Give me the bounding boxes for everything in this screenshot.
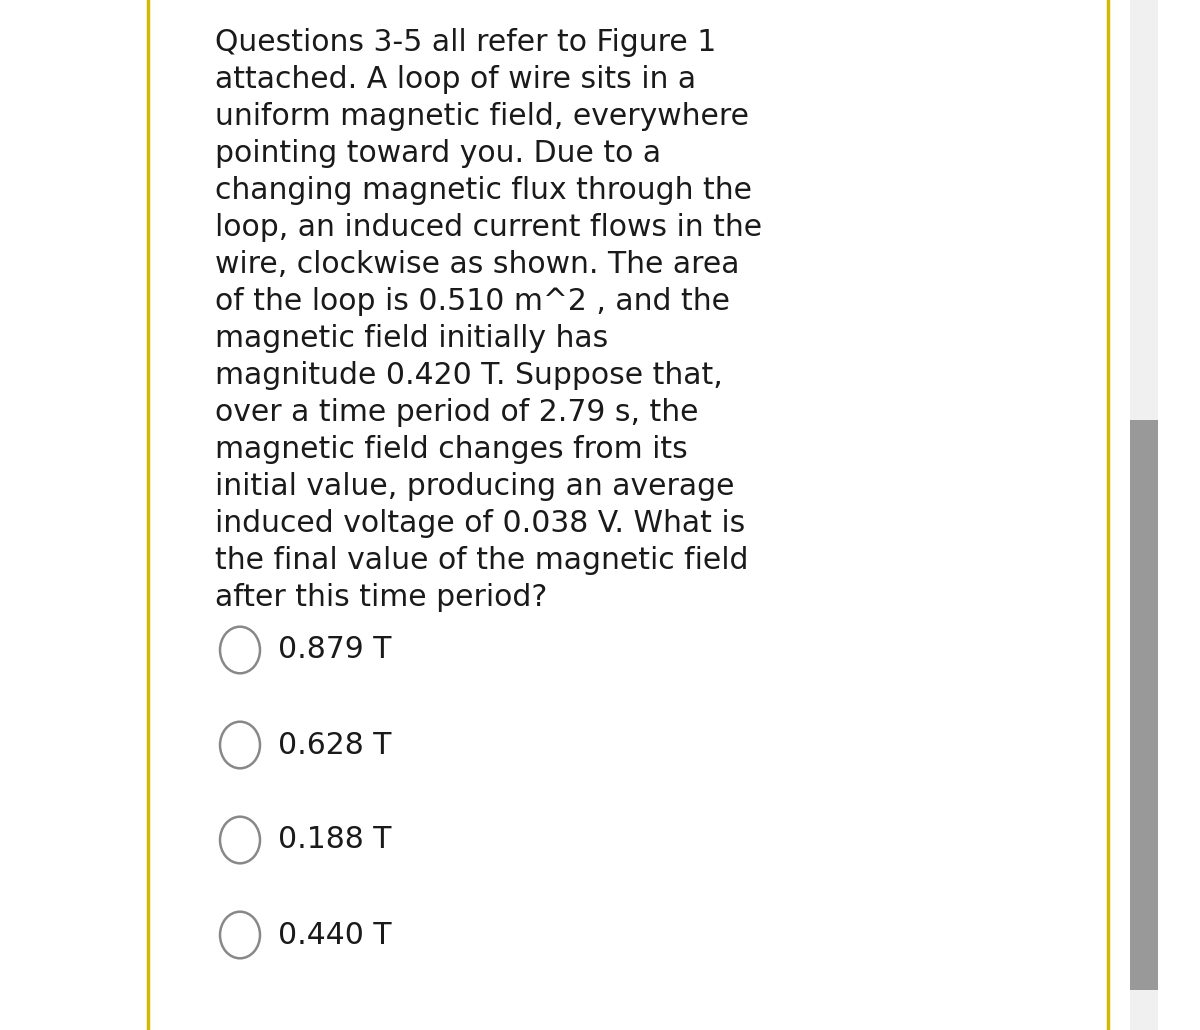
Text: of the loop is 0.510 m^2 , and the: of the loop is 0.510 m^2 , and the bbox=[215, 287, 730, 316]
Text: magnitude 0.420 T. Suppose that,: magnitude 0.420 T. Suppose that, bbox=[215, 360, 722, 390]
Text: 0.879 T: 0.879 T bbox=[278, 636, 391, 664]
Text: 0.440 T: 0.440 T bbox=[278, 921, 391, 950]
Text: induced voltage of 0.038 V. What is: induced voltage of 0.038 V. What is bbox=[215, 509, 745, 538]
Text: magnetic field initially has: magnetic field initially has bbox=[215, 324, 608, 353]
Text: pointing toward you. Due to a: pointing toward you. Due to a bbox=[215, 139, 661, 168]
Ellipse shape bbox=[220, 626, 260, 674]
Text: 0.628 T: 0.628 T bbox=[278, 730, 391, 759]
Ellipse shape bbox=[220, 912, 260, 958]
Text: changing magnetic flux through the: changing magnetic flux through the bbox=[215, 176, 752, 205]
Text: initial value, producing an average: initial value, producing an average bbox=[215, 472, 734, 501]
Text: loop, an induced current flows in the: loop, an induced current flows in the bbox=[215, 213, 762, 242]
Bar bbox=[1130, 420, 1158, 990]
Text: attached. A loop of wire sits in a: attached. A loop of wire sits in a bbox=[215, 65, 696, 94]
Text: over a time period of 2.79 s, the: over a time period of 2.79 s, the bbox=[215, 398, 698, 427]
Text: the final value of the magnetic field: the final value of the magnetic field bbox=[215, 546, 749, 575]
Text: magnetic field changes from its: magnetic field changes from its bbox=[215, 435, 688, 464]
Text: Questions 3-5 all refer to Figure 1: Questions 3-5 all refer to Figure 1 bbox=[215, 28, 716, 57]
Text: uniform magnetic field, everywhere: uniform magnetic field, everywhere bbox=[215, 102, 749, 131]
Ellipse shape bbox=[220, 817, 260, 863]
Text: after this time period?: after this time period? bbox=[215, 583, 547, 612]
Bar bbox=[1130, 0, 1158, 1030]
Text: wire, clockwise as shown. The area: wire, clockwise as shown. The area bbox=[215, 250, 739, 279]
Text: 0.188 T: 0.188 T bbox=[278, 825, 391, 855]
Ellipse shape bbox=[220, 722, 260, 768]
